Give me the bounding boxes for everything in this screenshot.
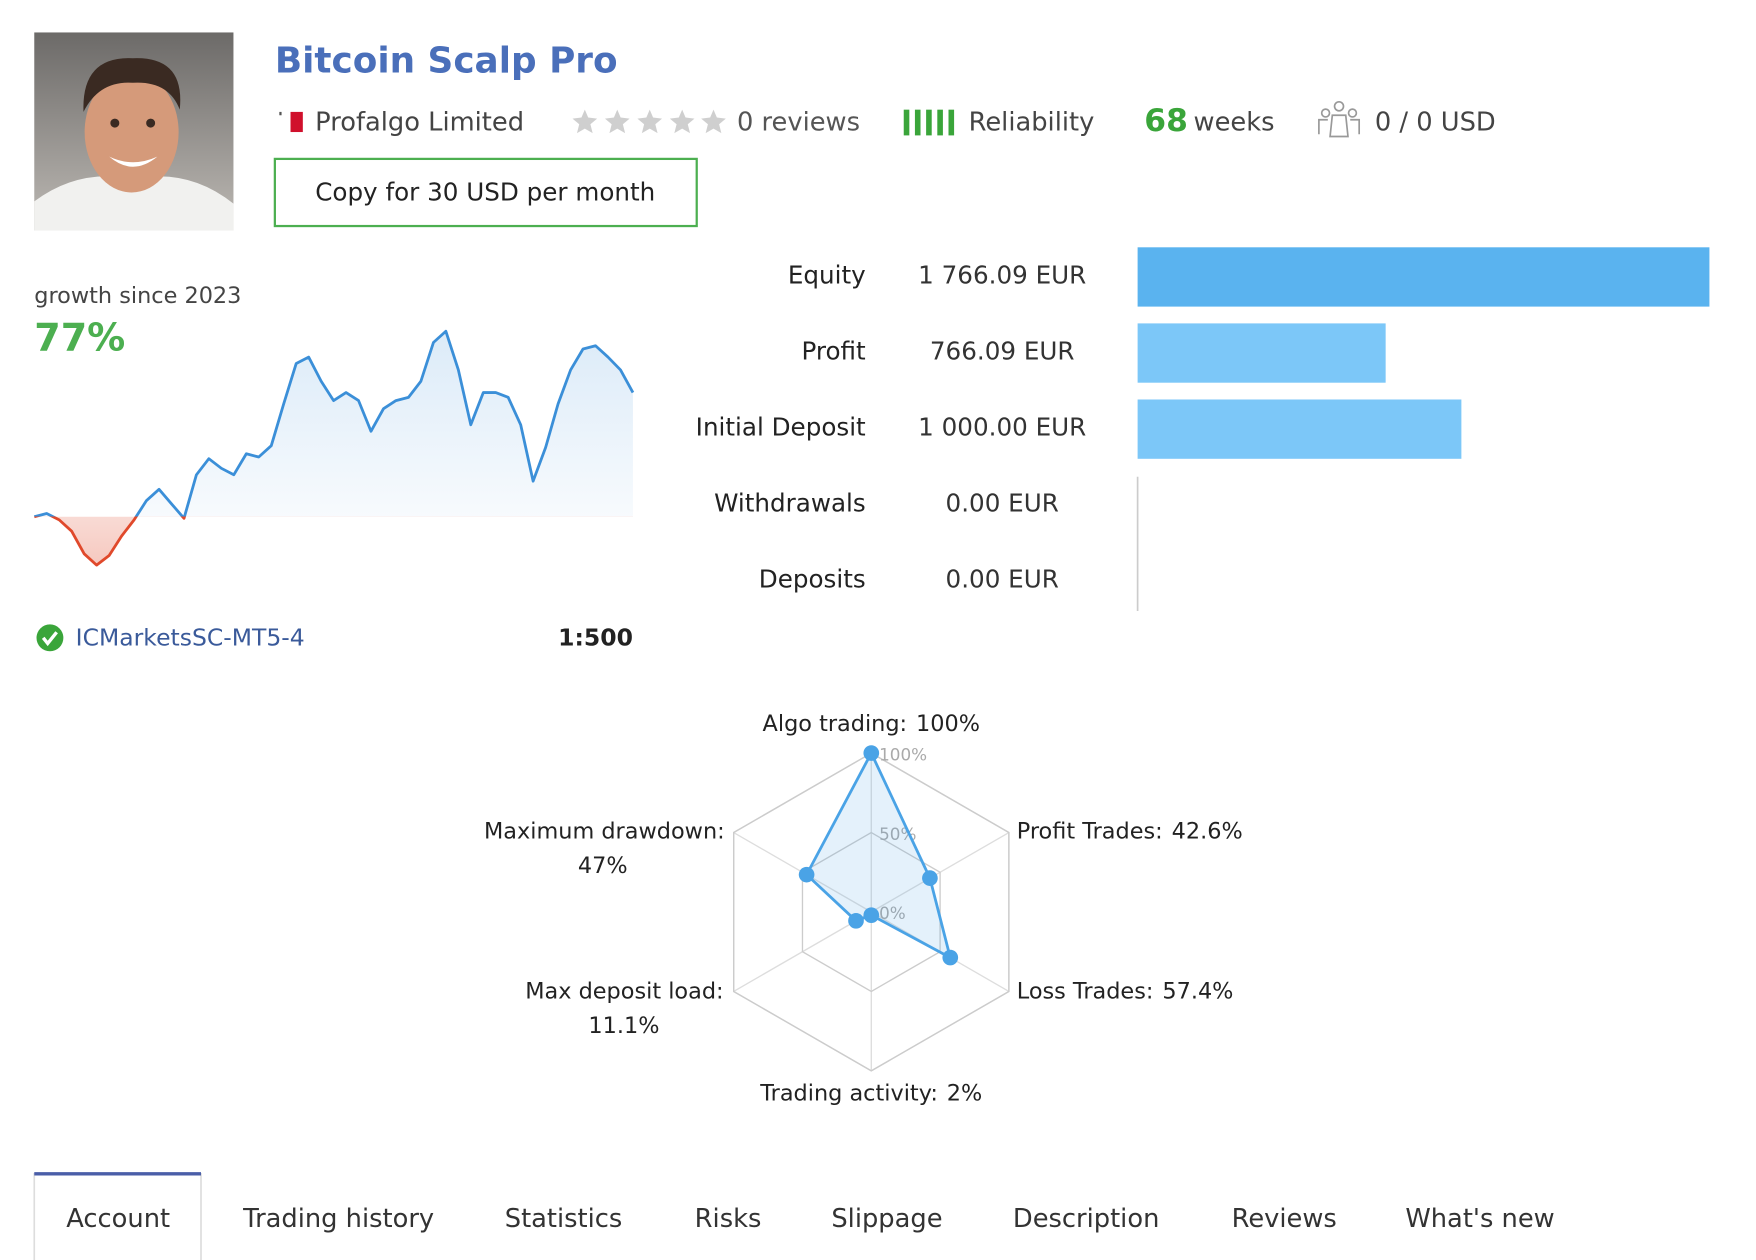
icon-part — [1318, 114, 1361, 138]
subscribers-icon — [1318, 100, 1361, 138]
star — [637, 109, 663, 134]
balance-label: Withdrawals — [714, 489, 866, 518]
tab[interactable]: Slippage — [831, 1204, 942, 1234]
server-link[interactable]: ICMarketsSC-MT5-4 — [76, 623, 305, 651]
avatar[interactable] — [34, 32, 234, 231]
star — [669, 109, 695, 134]
avatar-hair — [83, 58, 181, 112]
radar-label-name: Max deposit load: — [525, 978, 723, 1004]
radar-label: 11.1% — [588, 1013, 659, 1039]
reviews[interactable]: 0 reviews — [737, 108, 860, 138]
tab[interactable]: Reviews — [1232, 1204, 1337, 1234]
balance-label: Deposits — [759, 565, 866, 594]
radar-label: Max deposit load: — [525, 978, 723, 1004]
author[interactable]: Profalgo Limited — [315, 108, 524, 138]
radar-label-name: Algo trading: — [763, 710, 908, 736]
flag-icon — [290, 111, 303, 133]
radar-label: 47% — [578, 853, 628, 879]
reliability-bar — [926, 109, 932, 136]
weeks-value: 68 — [1144, 103, 1188, 139]
tab[interactable]: Risks — [695, 1204, 762, 1234]
flag-icon — [279, 111, 282, 116]
radar-label: Loss Trades: 57.4% — [1017, 978, 1234, 1004]
radar-point — [863, 907, 880, 924]
radar-label-name: Trading activity: — [759, 1080, 938, 1106]
radar-label-name: Maximum drawdown: — [484, 818, 725, 844]
radar-label-value: 47% — [578, 853, 628, 879]
tab-bar: Account Trading history Statistics Risks Sli… — [66, 1204, 1554, 1234]
button-frame — [273, 157, 698, 228]
radar-label-value: 11.1% — [588, 1013, 659, 1039]
radar-label-value: 57.4% — [1162, 978, 1233, 1004]
weeks-unit: weeks — [1194, 108, 1275, 138]
balance-value: 0.00 EUR — [946, 565, 1059, 594]
verified-icon — [36, 624, 64, 652]
reliability-bar — [903, 109, 910, 136]
reliability: Reliability — [969, 108, 1095, 138]
radar-label-value: 100% — [916, 710, 980, 736]
balance-label: Initial Deposit — [696, 413, 866, 442]
radar-area — [805, 751, 952, 959]
radar-tick-label: 100% — [879, 744, 927, 764]
avatar-smile — [109, 156, 158, 167]
avatar-eye — [110, 118, 120, 128]
icon-part — [1320, 108, 1331, 118]
balance-value: 766.09 EUR — [930, 336, 1075, 365]
avatar-eye — [146, 118, 156, 128]
balance-value: 0.00 EUR — [946, 489, 1059, 518]
reliability-bar — [937, 109, 943, 136]
radar-grid — [733, 752, 1010, 1072]
star — [604, 109, 630, 134]
radar-point — [922, 870, 938, 886]
radar-label-name: Profit Trades: — [1017, 818, 1163, 844]
radar-point — [942, 949, 959, 966]
radar-label-name: Loss Trades: — [1017, 978, 1154, 1004]
radar-tick-label: 0% — [879, 903, 906, 923]
avatar-shirt — [34, 176, 234, 231]
balance-label: Equity — [788, 260, 866, 289]
radar-point — [798, 866, 815, 883]
balance-bar — [1137, 247, 1710, 307]
reliability-bar — [948, 109, 955, 136]
star — [701, 109, 726, 134]
button-label: Copy for 30 USD per month — [315, 178, 655, 207]
radar-label-value: 2% — [947, 1080, 983, 1106]
growth-area — [34, 331, 633, 566]
icon-part — [1333, 100, 1345, 112]
balance-bar — [1137, 323, 1386, 383]
tab[interactable]: What's new — [1405, 1204, 1554, 1234]
copy-button[interactable]: Copy for 30 USD per month — [273, 157, 698, 228]
subscribers: 0 / 0 USD — [1375, 108, 1496, 138]
radar-label: Algo trading: 100% — [763, 710, 980, 736]
reliability-bar — [914, 109, 921, 136]
balance-value: 1 766.09 EUR — [918, 260, 1086, 289]
icon-part — [1347, 108, 1358, 118]
tab[interactable]: Statistics — [505, 1204, 623, 1234]
growth-line — [33, 329, 635, 567]
tab[interactable]: Account — [66, 1204, 170, 1234]
balance-bar — [1137, 399, 1462, 459]
radar-point — [848, 912, 864, 929]
verified-check — [41, 631, 58, 647]
balance-value: 1 000.00 EUR — [918, 413, 1086, 442]
reliability-icon — [903, 109, 955, 136]
star — [572, 109, 598, 134]
growth-value: 77% — [34, 316, 125, 360]
avatar-face — [84, 71, 179, 193]
rating-stars — [572, 109, 726, 134]
tab[interactable]: Description — [1013, 1204, 1159, 1234]
radar-label-value: 42.6% — [1172, 818, 1243, 844]
growth-label: growth since 2023 — [34, 283, 241, 309]
radar-label: Profit Trades: 42.6% — [1017, 818, 1243, 844]
radar-label: Maximum drawdown: — [484, 818, 725, 844]
radar-label: Trading activity: 2% — [759, 1080, 982, 1106]
leverage: 1:500 — [558, 623, 633, 651]
radar-point — [863, 745, 880, 761]
tab[interactable]: Trading history — [242, 1204, 434, 1234]
signal-title[interactable]: Bitcoin Scalp Pro — [275, 41, 618, 82]
balance-label: Profit — [801, 336, 866, 365]
